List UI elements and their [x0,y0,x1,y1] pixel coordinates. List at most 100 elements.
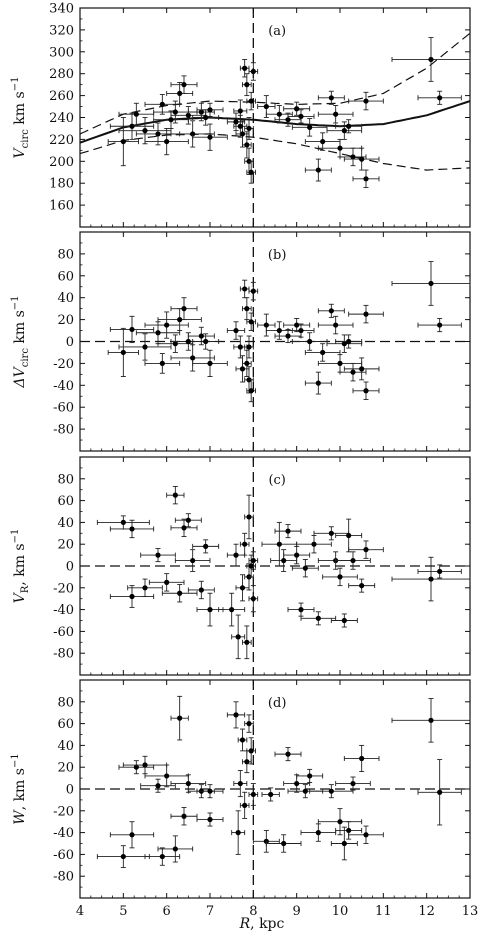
point-marker [120,853,126,860]
panel-label-a: (a) [268,24,286,39]
point-marker [350,369,356,375]
point-marker [120,138,126,145]
point-marker [315,380,321,386]
y-tick-label: 20 [57,313,74,328]
data-point [244,714,254,733]
point-marker [337,145,343,151]
point-marker [155,330,161,336]
point-marker [181,525,187,531]
data-point [265,834,302,853]
point-marker [307,773,313,779]
point-marker [246,721,252,727]
data-point [335,518,363,553]
data-point [391,37,471,82]
data-point [118,333,172,361]
data-point [246,91,256,111]
point-marker [250,596,256,602]
point-marker [244,82,250,88]
data-point [283,101,311,116]
data-point [166,82,194,105]
point-marker [164,579,170,585]
data-point [107,327,139,377]
point-marker [250,791,256,798]
x-tick-label: 7 [206,904,214,919]
point-marker [248,319,254,325]
point-marker [198,333,204,339]
y-tick-label: -80 [53,423,74,438]
point-marker [207,107,213,113]
data-point [170,344,215,372]
data-point [246,379,256,403]
data-point [330,826,358,861]
data-point [335,334,363,349]
point-marker [233,552,239,558]
point-marker [350,780,356,787]
point-marker [207,360,213,366]
data-point [274,747,302,762]
data-point [304,132,341,151]
y-tick-label: 20 [57,761,74,776]
data-point [326,334,363,353]
point-marker [207,134,213,140]
y-axis-label-sup: −1 [10,77,21,92]
data-point [270,549,298,572]
data-point [242,131,252,159]
point-marker [155,783,161,789]
y-tick-label: 180 [49,177,74,192]
data-point [174,513,202,528]
point-marker [276,111,282,117]
point-marker [341,840,347,847]
point-marker [298,113,304,120]
data-point [231,614,246,660]
data-point [170,518,198,538]
x-tick-label: 9 [293,904,301,919]
point-marker [341,128,347,134]
data-point [118,760,155,775]
point-marker [350,557,356,564]
data-point [226,321,246,340]
data-point [291,332,328,351]
data-point [244,494,254,540]
data-point [283,318,311,333]
data-point [348,578,376,593]
data-point [233,114,248,138]
point-marker [203,338,209,345]
y-tick-label: 340 [49,2,74,17]
data-point [348,304,384,324]
point-marker [235,830,241,836]
point-marker [185,780,191,787]
point-marker [233,712,239,718]
point-marker [190,131,196,137]
data-point [317,90,345,105]
y-tick-label: 40 [57,516,74,531]
point-marker [333,111,339,117]
data-point [242,73,252,97]
y-tick-label: 80 [57,472,74,487]
y-tick-label: 60 [57,717,74,732]
data-point [144,764,189,788]
point-marker [250,68,256,75]
data-point [248,551,259,570]
data-point [242,349,252,377]
point-marker [281,840,287,847]
point-marker [341,341,347,347]
point-marker [346,338,352,345]
point-marker [359,583,365,589]
point-marker [328,788,334,794]
point-marker [159,853,165,860]
data-point [274,524,302,539]
data-point [287,602,315,617]
data-point [239,791,250,819]
data-point [109,821,155,849]
point-marker [337,360,343,366]
point-marker [244,639,250,645]
point-marker [311,541,317,547]
y-tick-label: -40 [53,826,74,841]
point-marker [235,634,241,640]
data-point [296,768,324,783]
data-point [417,318,462,333]
point-marker [294,106,300,112]
data-point [343,147,380,171]
data-point [192,349,228,377]
